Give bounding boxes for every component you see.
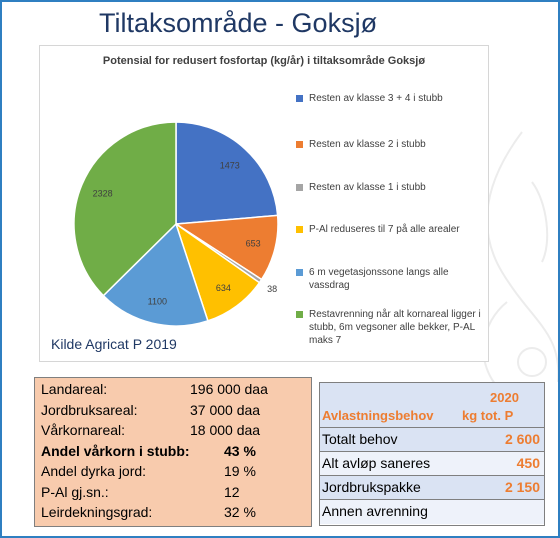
stat-value: 12: [224, 483, 240, 500]
stat-label: Andel dyrka jord:: [41, 463, 147, 479]
chart-source: Kilde Agricat P 2019: [51, 336, 177, 352]
stat-label: P-Al gj.sn.:: [41, 483, 109, 500]
relief-row-value: 450: [516, 455, 540, 471]
pie-data-label: 38: [267, 284, 277, 294]
stat-value: 43 %: [224, 442, 256, 459]
pie-data-label: 1473: [220, 160, 240, 170]
pie-slice: [175, 121, 279, 225]
relief-row-label: Totalt behov: [322, 431, 398, 447]
relief-row-label: Jordbrukspakke: [322, 479, 421, 495]
pie-data-label: 2328: [93, 188, 113, 198]
legend-swatch: [296, 269, 303, 276]
stat-label: Landareal:: [41, 381, 108, 397]
pie-chart: 1473 653 38 634 1100 2328: [73, 121, 279, 327]
legend-swatch: [296, 141, 303, 148]
relief-row-label: Annen avrenning: [322, 503, 428, 519]
relief-header-year: 2020: [490, 390, 519, 405]
relief-table-header: 2020 Avlastningsbehov kg tot. P: [320, 383, 544, 427]
legend-label: Resten av klasse 3 + 4 i stubb: [309, 93, 443, 104]
relief-row: Annen avrenning: [320, 499, 544, 524]
stat-label: Andel vårkorn i stubb:: [41, 442, 190, 459]
stat-label: Leirdekningsgrad:: [41, 504, 153, 520]
stat-value: 32 %: [224, 504, 256, 520]
legend-item: Restavrenning når alt kornareal ligger i…: [296, 308, 486, 347]
stat-label: Vårkornareal:: [41, 422, 126, 438]
chart-title: Potensial for redusert fosfortap (kg/år)…: [102, 55, 426, 67]
legend-swatch: [296, 311, 303, 318]
legend-swatch: [296, 95, 303, 102]
relief-row: Jordbrukspakke 2 150: [320, 475, 544, 500]
relief-row: Totalt behov 2 600: [320, 427, 544, 452]
legend-label: Restavrenning når alt kornareal ligger i…: [309, 309, 481, 346]
stat-value: 19 %: [224, 463, 256, 479]
pie-data-label: 1100: [148, 296, 167, 306]
legend-item: Resten av klasse 1 i stubb: [296, 181, 486, 194]
legend-item: Resten av klasse 3 + 4 i stubb: [296, 92, 486, 105]
pie-slice: [102, 222, 209, 327]
legend-label: P-Al reduseres til 7 på alle arealer: [309, 224, 460, 235]
legend-swatch: [296, 184, 303, 191]
stat-value: 37 000 daa: [190, 401, 261, 418]
slide-title: Tiltaksområde - Goksjø: [99, 8, 378, 38]
legend-item: Resten av klasse 2 i stubb: [296, 138, 486, 151]
stat-label: Jordbruksareal:: [41, 401, 138, 418]
relief-row-label: Alt avløp saneres: [322, 455, 431, 471]
relief-row: Alt avløp saneres 450: [320, 451, 544, 476]
pie-slice: [73, 121, 177, 297]
legend-label: Resten av klasse 1 i stubb: [309, 182, 426, 193]
stat-value: 18 000 daa: [190, 422, 261, 438]
stat-value: 196 000 daa: [190, 381, 268, 397]
relief-table: 2020 Avlastningsbehov kg tot. P Totalt b…: [319, 382, 545, 526]
legend-label: 6 m vegetasjonssone langs alle vassdrag: [309, 267, 449, 291]
legend-label: Resten av klasse 2 i stubb: [309, 139, 426, 150]
legend-swatch: [296, 226, 303, 233]
relief-row-value: 2 150: [504, 479, 540, 495]
legend-item: 6 m vegetasjonssone langs alle vassdrag: [296, 266, 486, 292]
relief-header-unit: kg tot. P: [462, 408, 514, 423]
pie-data-label: 653: [246, 238, 261, 248]
pie-data-label: 634: [216, 283, 231, 293]
area-stats-box: Landareal: 196 000 daa Jordbruksareal: 37 0…: [34, 377, 312, 527]
relief-header-label: Avlastningsbehov: [322, 408, 434, 423]
legend-item: P-Al reduseres til 7 på alle arealer: [296, 223, 486, 236]
relief-row-value: 2 600: [504, 431, 540, 447]
pie-chart-panel: Potensial for redusert fosfortap (kg/år)…: [39, 45, 489, 362]
